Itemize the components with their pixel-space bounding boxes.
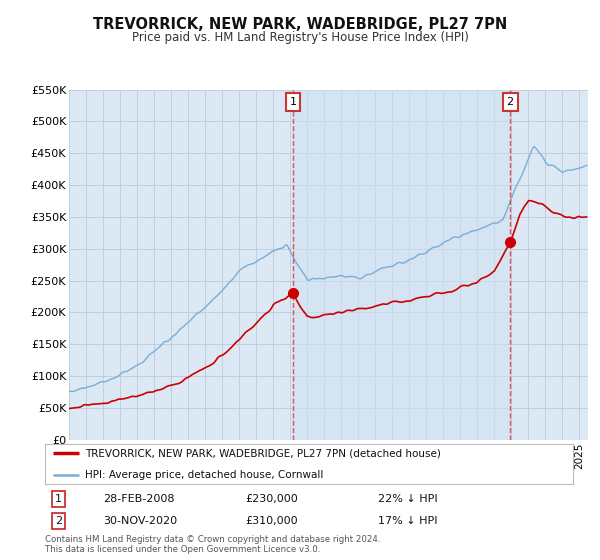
Text: £310,000: £310,000 bbox=[245, 516, 298, 526]
Text: Price paid vs. HM Land Registry's House Price Index (HPI): Price paid vs. HM Land Registry's House … bbox=[131, 31, 469, 44]
Text: HPI: Average price, detached house, Cornwall: HPI: Average price, detached house, Corn… bbox=[85, 470, 323, 479]
Text: 1: 1 bbox=[289, 97, 296, 108]
Text: 1: 1 bbox=[55, 493, 62, 503]
Bar bbox=[293, 90, 510, 440]
Text: 30-NOV-2020: 30-NOV-2020 bbox=[103, 516, 177, 526]
Text: 22% ↓ HPI: 22% ↓ HPI bbox=[377, 493, 437, 503]
Text: 2: 2 bbox=[55, 516, 62, 526]
Text: This data is licensed under the Open Government Licence v3.0.: This data is licensed under the Open Gov… bbox=[45, 544, 320, 554]
Text: TREVORRICK, NEW PARK, WADEBRIDGE, PL27 7PN (detached house): TREVORRICK, NEW PARK, WADEBRIDGE, PL27 7… bbox=[85, 449, 440, 458]
Text: TREVORRICK, NEW PARK, WADEBRIDGE, PL27 7PN: TREVORRICK, NEW PARK, WADEBRIDGE, PL27 7… bbox=[93, 17, 507, 31]
Text: 2: 2 bbox=[506, 97, 514, 108]
Text: 17% ↓ HPI: 17% ↓ HPI bbox=[377, 516, 437, 526]
Text: Contains HM Land Registry data © Crown copyright and database right 2024.: Contains HM Land Registry data © Crown c… bbox=[45, 534, 380, 544]
Text: £230,000: £230,000 bbox=[245, 493, 298, 503]
Text: 28-FEB-2008: 28-FEB-2008 bbox=[103, 493, 175, 503]
